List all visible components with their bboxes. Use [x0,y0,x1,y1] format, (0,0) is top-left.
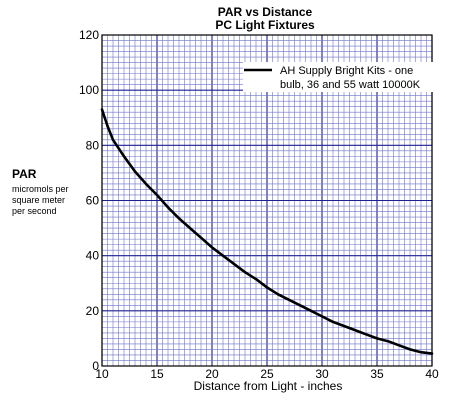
tick-labels: 10 15 20 25 30 35 40 0 20 40 60 80 100 120 [79,28,439,381]
x-tick-label: 20 [205,367,219,381]
x-tick-label: 35 [370,367,384,381]
y-axis-sublabel-3: per second [12,206,57,216]
x-tick-label: 30 [315,367,329,381]
y-axis-sublabel-1: micromols per [12,184,69,194]
x-tick-label: 10 [95,367,109,381]
y-tick-label: 120 [79,28,99,42]
y-tick-label: 60 [86,194,100,208]
chart-title: PAR vs Distance [218,5,313,19]
chart-subtitle: PC Light Fixtures [215,18,315,32]
legend-entry-line-1: AH Supply Bright Kits - one [280,65,413,77]
legend-entry-line-2: bulb, 36 and 55 watt 10000K [280,79,421,91]
series-line-ah-supply [100,108,434,355]
x-axis-label: Distance from Light - inches [194,379,343,393]
x-tick-label: 40 [425,367,439,381]
y-tick-label: 40 [86,249,100,263]
y-tick-label: 20 [86,304,100,318]
x-tick-label: 25 [260,367,274,381]
plot-frame [101,34,433,367]
y-axis-sublabel-2: square meter [12,195,65,205]
x-tick-label: 15 [150,367,164,381]
legend-background [243,62,433,92]
y-tick-label: 100 [79,83,99,97]
y-tick-label: 0 [92,359,99,373]
y-tick-label: 80 [86,138,100,152]
legend: AH Supply Bright Kits - one bulb, 36 and… [243,62,433,92]
y-axis-label: PAR [12,167,37,181]
